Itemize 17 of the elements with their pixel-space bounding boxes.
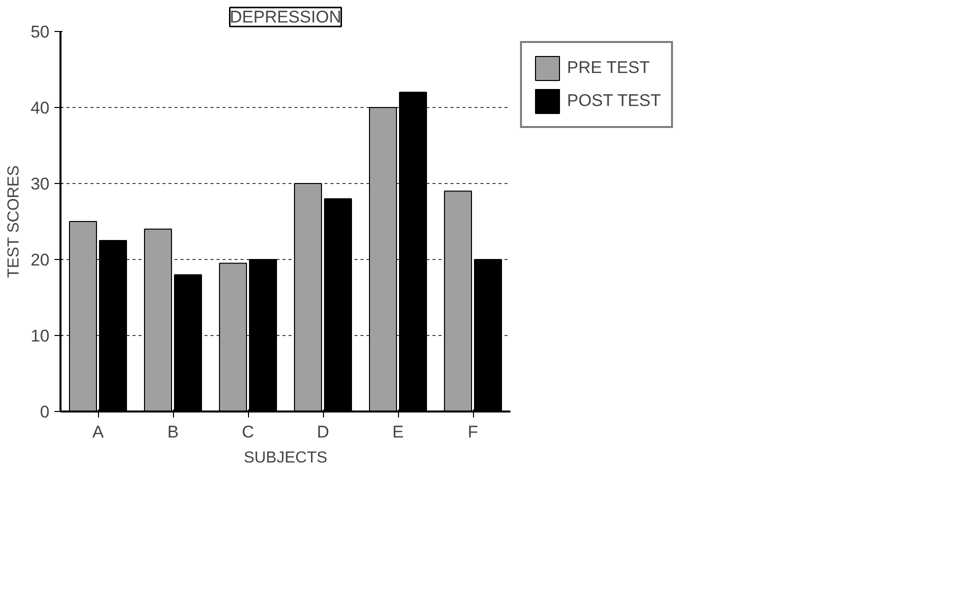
x-tick-label: E <box>392 422 404 442</box>
x-tick-label: D <box>316 422 330 442</box>
x-tick-label: F <box>468 422 478 442</box>
legend-label: POST TEST <box>567 91 661 111</box>
x-tick-label: A <box>92 422 104 442</box>
y-tick-label: 10 <box>30 326 50 346</box>
legend-label: PRE TEST <box>567 58 650 78</box>
x-tick-label: C <box>242 422 254 442</box>
chart-title: DEPRESSION <box>230 8 342 26</box>
y-tick-label: 50 <box>30 22 50 42</box>
y-tick-label: 0 <box>40 402 50 422</box>
y-tick-label: 40 <box>30 98 50 118</box>
y-tick-label: 30 <box>30 174 50 194</box>
x-axis-title: SUBJECTS <box>244 450 328 466</box>
x-tick-label: B <box>167 422 179 442</box>
y-axis-title: TEST SCORES <box>6 165 23 278</box>
y-tick-label: 20 <box>30 250 50 270</box>
